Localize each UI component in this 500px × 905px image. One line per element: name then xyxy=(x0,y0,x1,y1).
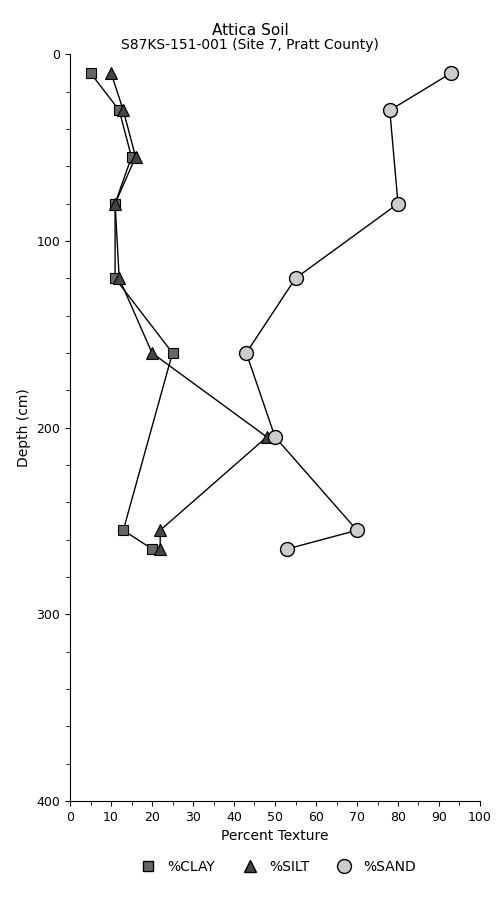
%CLAY xyxy=(88,68,94,79)
%SAND xyxy=(354,525,360,536)
Text: S87KS-151-001 (Site 7, Pratt County): S87KS-151-001 (Site 7, Pratt County) xyxy=(121,38,379,52)
%SAND xyxy=(284,544,290,555)
%SAND xyxy=(387,105,393,116)
%SILT xyxy=(264,432,270,443)
%CLAY xyxy=(170,348,175,358)
%CLAY xyxy=(116,105,122,116)
%SAND xyxy=(395,198,401,209)
Y-axis label: Depth (cm): Depth (cm) xyxy=(17,388,31,467)
%SAND xyxy=(448,68,454,79)
Legend: %CLAY, %SILT, %SAND: %CLAY, %SILT, %SAND xyxy=(128,854,422,880)
%SAND xyxy=(244,348,250,358)
Line: %SAND: %SAND xyxy=(240,66,458,556)
%CLAY xyxy=(112,273,118,284)
%SILT xyxy=(157,544,163,555)
%SILT xyxy=(108,68,114,79)
%SILT xyxy=(132,151,138,162)
%CLAY xyxy=(149,544,155,555)
%SILT xyxy=(149,348,155,358)
Line: %SILT: %SILT xyxy=(106,67,272,555)
%CLAY xyxy=(128,151,134,162)
%SILT xyxy=(116,273,122,284)
%SAND xyxy=(292,273,298,284)
%SILT xyxy=(157,525,163,536)
%CLAY xyxy=(120,525,126,536)
%SILT xyxy=(112,198,118,209)
Text: Attica Soil: Attica Soil xyxy=(212,23,288,38)
%SILT xyxy=(120,105,126,116)
%CLAY xyxy=(112,198,118,209)
%SAND xyxy=(272,432,278,443)
Line: %CLAY: %CLAY xyxy=(86,68,178,554)
X-axis label: Percent Texture: Percent Texture xyxy=(221,829,329,843)
